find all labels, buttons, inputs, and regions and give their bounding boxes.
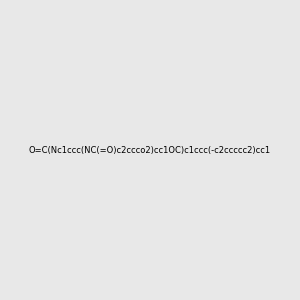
Text: O=C(Nc1ccc(NC(=O)c2ccco2)cc1OC)c1ccc(-c2ccccc2)cc1: O=C(Nc1ccc(NC(=O)c2ccco2)cc1OC)c1ccc(-c2… [29,146,271,154]
